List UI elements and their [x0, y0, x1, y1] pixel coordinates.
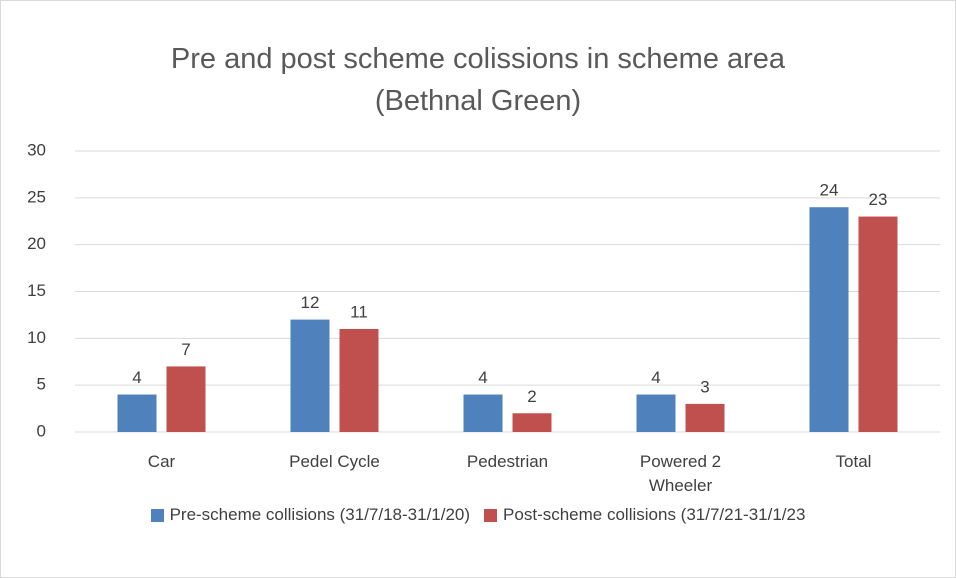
- bar: [636, 394, 676, 432]
- data-label: 4: [478, 368, 487, 387]
- data-label: 3: [700, 377, 709, 396]
- bar: [339, 328, 379, 432]
- data-label: 12: [301, 293, 320, 312]
- y-tick-label: 30: [27, 140, 46, 159]
- legend-label: Post-scheme collisions (31/7/21-31/1/23: [503, 505, 806, 524]
- y-tick-label: 15: [27, 281, 46, 300]
- data-label: 4: [651, 368, 660, 387]
- x-tick-label: Car: [147, 452, 176, 471]
- bar: [685, 403, 725, 432]
- chart-title: Pre and post scheme colissions in scheme…: [170, 43, 786, 117]
- data-label: 4: [132, 368, 141, 387]
- x-tick-label: Pedestrian: [466, 452, 549, 471]
- data-label: 24: [820, 181, 839, 200]
- x-tick-label: Total: [835, 452, 872, 471]
- y-tick-label: 25: [27, 187, 46, 206]
- y-tick-label: 5: [37, 375, 46, 394]
- bar: [166, 366, 206, 432]
- y-tick-label: 20: [27, 234, 46, 253]
- data-label: 7: [181, 340, 190, 359]
- legend-swatch: [150, 508, 164, 522]
- legend-swatch: [484, 508, 498, 522]
- bar: [463, 394, 503, 432]
- data-label: 2: [527, 387, 536, 406]
- bar: [117, 394, 157, 432]
- y-tick-label: 0: [37, 421, 46, 440]
- data-label: 11: [350, 302, 368, 321]
- x-tick-label: Powered 2 Wheeler: [639, 452, 722, 495]
- bar: [809, 207, 849, 432]
- bar: [290, 319, 330, 432]
- bar: [512, 413, 552, 432]
- legend-item: Pre-scheme collisions (31/7/18-31/1/20): [150, 505, 471, 525]
- data-label: 23: [869, 190, 888, 209]
- y-tick-label: 10: [27, 328, 46, 347]
- legend-item: Post-scheme collisions (31/7/21-31/1/23: [484, 505, 805, 525]
- legend: Pre-scheme collisions (31/7/18-31/1/20) P…: [0, 505, 956, 525]
- bar: [858, 216, 898, 432]
- x-tick-label: Pedel Cycle: [289, 452, 380, 471]
- legend-label: Pre-scheme collisions (31/7/18-31/1/20): [169, 505, 471, 524]
